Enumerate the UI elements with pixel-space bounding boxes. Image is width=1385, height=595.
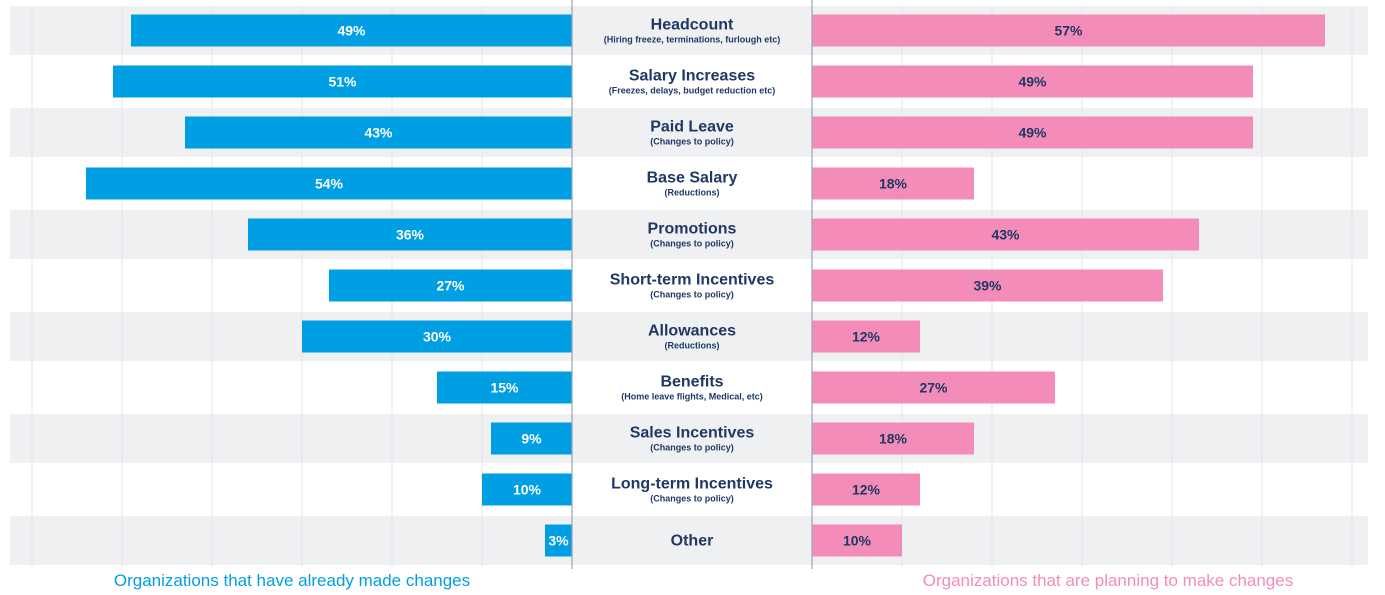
category-sublabel: (Home leave flights, Medical, etc) — [621, 392, 763, 402]
series-planning-changes: 57% 49% 49% 18% 43% 39% 12% 27% 18% 12% 10% — [812, 14, 1325, 557]
bar-planning-changes — [812, 167, 974, 200]
bar-already-made-changes — [248, 218, 572, 251]
bar-already-made-changes — [185, 116, 572, 149]
bar-planning-changes — [812, 422, 974, 455]
legend-already-made-changes: Organizations that have already made cha… — [114, 571, 470, 590]
row-band — [10, 414, 1368, 463]
bar-label-already-made-changes: 3% — [548, 533, 569, 549]
bar-planning-changes — [812, 371, 1055, 404]
category-sublabel: (Reductions) — [665, 188, 720, 198]
bar-planning-changes — [812, 218, 1199, 251]
bar-label-planning-changes: 10% — [843, 533, 872, 549]
bar-already-made-changes — [113, 65, 572, 98]
row-band — [10, 516, 1368, 565]
category-label: Benefits — [660, 374, 723, 391]
bar-label-planning-changes: 12% — [852, 482, 881, 498]
bar-planning-changes — [812, 473, 920, 506]
category-sublabel: (Hiring freeze, terminations, furlough e… — [604, 35, 781, 45]
category-label: Salary Increases — [629, 68, 755, 85]
series-already-made-changes: 49% 51% 43% 54% 36% 27% 30% 15% 9% 10% 3% — [86, 14, 572, 557]
bar-already-made-changes — [86, 167, 572, 200]
category-sublabel: (Freezes, delays, budget reduction etc) — [609, 86, 776, 96]
category-sublabel: (Changes to policy) — [650, 290, 734, 300]
bar-already-made-changes — [329, 269, 572, 302]
bar-already-made-changes — [302, 320, 572, 353]
bar-label-planning-changes: 39% — [973, 278, 1002, 294]
bar-label-already-made-changes: 9% — [521, 431, 542, 447]
bar-already-made-changes — [131, 14, 572, 47]
category-label: Headcount — [651, 17, 734, 34]
category-label: Allowances — [648, 323, 736, 340]
bar-already-made-changes — [545, 524, 572, 557]
bar-label-already-made-changes: 15% — [490, 380, 519, 396]
bar-label-already-made-changes: 36% — [396, 227, 425, 243]
bar-label-planning-changes: 49% — [1018, 125, 1047, 141]
bar-label-already-made-changes: 43% — [364, 125, 393, 141]
bar-planning-changes — [812, 116, 1253, 149]
category-labels: Headcount(Hiring freeze, terminations, f… — [604, 17, 781, 550]
bar-label-already-made-changes: 30% — [423, 329, 452, 345]
bar-label-already-made-changes: 54% — [315, 176, 344, 192]
bar-label-already-made-changes: 49% — [337, 23, 366, 39]
category-sublabel: (Changes to policy) — [650, 239, 734, 249]
legend-planning-changes: Organizations that are planning to make … — [923, 571, 1293, 590]
bar-label-planning-changes: 43% — [991, 227, 1020, 243]
bar-label-planning-changes: 27% — [919, 380, 948, 396]
category-label: Base Salary — [647, 170, 738, 187]
category-label: Long-term Incentives — [611, 476, 773, 493]
bar-planning-changes — [812, 65, 1253, 98]
bar-already-made-changes — [482, 473, 572, 506]
bar-planning-changes — [812, 320, 920, 353]
bar-label-already-made-changes: 27% — [436, 278, 465, 294]
row-band — [10, 312, 1368, 361]
row-bands — [10, 6, 1368, 565]
bar-already-made-changes — [491, 422, 572, 455]
bar-planning-changes — [812, 14, 1325, 47]
category-sublabel: (Reductions) — [665, 341, 720, 351]
bar-planning-changes — [812, 269, 1163, 302]
category-label: Promotions — [648, 221, 737, 238]
bar-label-planning-changes: 18% — [879, 176, 908, 192]
category-sublabel: (Changes to policy) — [650, 137, 734, 147]
category-label: Other — [671, 533, 714, 550]
bar-label-already-made-changes: 51% — [328, 74, 357, 90]
category-label: Sales Incentives — [630, 425, 755, 442]
category-label: Short-term Incentives — [610, 272, 775, 289]
bar-label-already-made-changes: 10% — [513, 482, 542, 498]
bar-label-planning-changes: 57% — [1054, 23, 1083, 39]
bar-label-planning-changes: 18% — [879, 431, 908, 447]
bar-label-planning-changes: 49% — [1018, 74, 1047, 90]
category-sublabel: (Changes to policy) — [650, 494, 734, 504]
bar-planning-changes — [812, 524, 902, 557]
bar-already-made-changes — [437, 371, 572, 404]
category-label: Paid Leave — [650, 119, 734, 136]
bar-label-planning-changes: 12% — [852, 329, 881, 345]
category-sublabel: (Changes to policy) — [650, 443, 734, 453]
